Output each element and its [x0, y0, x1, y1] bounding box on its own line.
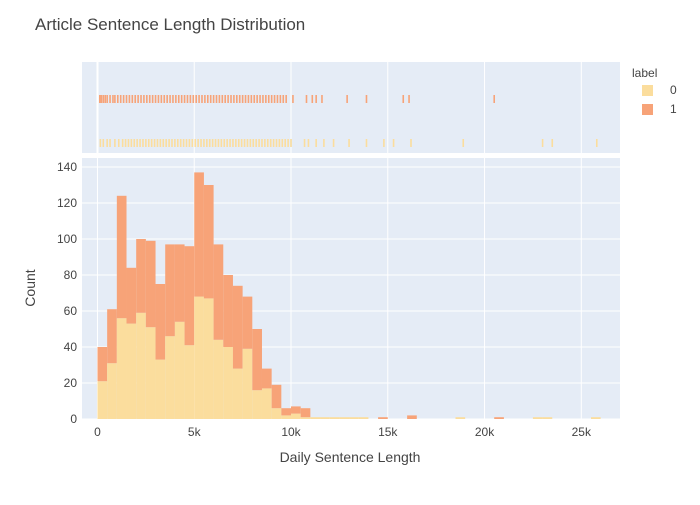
bar-label-0 — [281, 415, 292, 419]
bar-label-0 — [261, 388, 272, 419]
y-tick-label: 120 — [57, 196, 77, 210]
bar-label-1 — [155, 284, 166, 360]
histogram-bars — [97, 172, 601, 419]
bar-label-0 — [310, 417, 321, 419]
y-tick-label: 20 — [64, 376, 78, 390]
bar-label-0 — [349, 417, 359, 419]
bar-label-0 — [329, 417, 340, 419]
bar-label-1 — [145, 240, 156, 328]
y-tick-label: 140 — [57, 160, 77, 174]
bar-label-0 — [242, 348, 253, 419]
legend-item-0[interactable]: 0 — [642, 83, 677, 97]
x-tick-label: 20k — [475, 425, 495, 439]
bar-label-1 — [252, 329, 262, 391]
x-tick-label: 10k — [281, 425, 301, 439]
bar-label-0 — [165, 336, 175, 419]
bar-label-1 — [116, 195, 127, 319]
bar-label-0 — [455, 417, 466, 419]
bar-label-1 — [242, 296, 253, 349]
bar-label-1 — [213, 244, 224, 340]
bar-label-0 — [291, 413, 301, 419]
bar-label-1 — [232, 285, 243, 369]
bar-label-0 — [116, 318, 127, 419]
y-tick-label: 60 — [64, 304, 78, 318]
bar-label-1 — [165, 244, 175, 337]
legend-label: 1 — [670, 102, 677, 116]
bar-label-0 — [232, 368, 243, 419]
bar-label-1 — [281, 408, 292, 416]
bar-label-0 — [542, 417, 553, 419]
rug-gridlines — [96, 62, 582, 153]
bar-label-0 — [271, 408, 282, 419]
chart-title: Article Sentence Length Distribution — [35, 15, 305, 34]
bar-label-0 — [590, 417, 601, 419]
rug-plot-background — [82, 62, 620, 153]
x-tick-label: 15k — [378, 425, 398, 439]
x-axis-label: Daily Sentence Length — [280, 449, 421, 465]
bar-label-1 — [407, 415, 417, 419]
bar-label-0 — [194, 296, 204, 419]
bar-label-0 — [174, 321, 185, 419]
bar-label-0 — [223, 347, 233, 419]
bar-label-0 — [184, 345, 195, 419]
bar-label-1 — [194, 172, 204, 297]
bar-label-0 — [107, 363, 117, 419]
legend-title: label — [632, 66, 657, 80]
y-tick-label: 40 — [64, 340, 78, 354]
bar-label-0 — [213, 339, 224, 419]
bar-label-0 — [320, 417, 330, 419]
bar-label-1 — [136, 239, 146, 313]
bar-label-0 — [145, 327, 156, 419]
bar-label-0 — [339, 417, 350, 419]
bar-label-1 — [494, 417, 504, 419]
bar-label-0 — [203, 298, 214, 419]
bar-label-1 — [261, 368, 272, 389]
bar-label-1 — [223, 275, 233, 347]
x-axis-tick-labels: 0 5k 10k 15k 20k 25k — [94, 425, 592, 439]
legend-label: 0 — [670, 83, 677, 97]
bar-label-0 — [155, 359, 166, 419]
bar-label-0 — [136, 312, 146, 419]
bar-label-1 — [291, 406, 301, 414]
bar-label-1 — [97, 347, 108, 382]
y-tick-label: 80 — [64, 268, 78, 282]
bar-label-1 — [126, 267, 137, 324]
legend-swatch — [642, 85, 653, 96]
y-tick-label: 0 — [70, 412, 77, 426]
x-tick-label: 0 — [94, 425, 101, 439]
bar-label-1 — [271, 384, 282, 409]
bar-label-0 — [532, 417, 543, 419]
x-tick-label: 25k — [572, 425, 592, 439]
legend: label 0 1 — [632, 66, 677, 116]
bar-label-0 — [358, 417, 369, 419]
bar-label-1 — [184, 246, 195, 346]
legend-swatch — [642, 104, 653, 115]
bar-label-1 — [378, 417, 388, 419]
bar-label-1 — [203, 185, 214, 299]
bar-label-1 — [174, 244, 185, 322]
rug-marks — [99, 95, 598, 147]
bar-label-0 — [252, 390, 262, 419]
y-axis-label: Count — [22, 269, 38, 306]
y-tick-label: 100 — [57, 232, 77, 246]
bar-label-0 — [300, 417, 311, 419]
legend-item-1[interactable]: 1 — [642, 102, 677, 116]
y-axis-tick-labels: 0 20 40 60 80 100 120 140 — [57, 160, 77, 426]
bar-label-1 — [300, 408, 311, 418]
x-tick-label: 5k — [188, 425, 202, 439]
bar-label-0 — [126, 323, 137, 419]
bar-label-1 — [107, 309, 117, 364]
bar-label-0 — [97, 381, 108, 419]
